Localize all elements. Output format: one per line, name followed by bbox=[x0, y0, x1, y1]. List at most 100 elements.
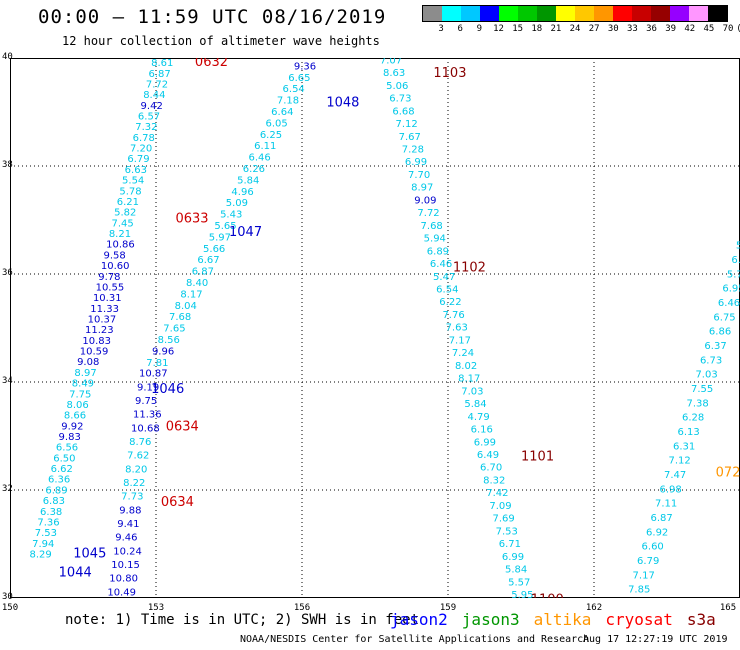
track-a-value: 10.60 bbox=[101, 261, 130, 272]
track-a-value: 9.42 bbox=[141, 101, 163, 112]
legend-swatch bbox=[537, 6, 556, 21]
pass-time-label: 1047 bbox=[229, 225, 262, 240]
track-c-value: 7.65 bbox=[163, 324, 185, 335]
track-d-value: 6.89 bbox=[427, 246, 449, 257]
track-c-value: 7.68 bbox=[169, 312, 191, 323]
footer-credit: NOAA/NESDIS Center for Satellite Applica… bbox=[240, 634, 590, 645]
y-tick-label: 36 bbox=[2, 268, 13, 278]
track-d-value: 5.84 bbox=[505, 565, 527, 576]
legend-swatch bbox=[480, 6, 499, 21]
y-tick-label: 38 bbox=[2, 160, 13, 170]
track-e-value: 7.11 bbox=[655, 499, 677, 510]
pass-time-label: 1103 bbox=[433, 66, 466, 81]
pass-time-label: 1048 bbox=[326, 96, 359, 111]
track-a-value: 7.53 bbox=[35, 528, 57, 539]
track-a-value: 9.08 bbox=[77, 357, 99, 368]
legend-swatch bbox=[442, 6, 461, 21]
legend-swatch bbox=[651, 6, 670, 21]
track-a-value: 10.83 bbox=[82, 336, 111, 347]
page-subtitle: 12 hour collection of altimeter wave hei… bbox=[62, 34, 380, 48]
track-e-value: 6.86 bbox=[709, 327, 731, 338]
track-d-value: 8.17 bbox=[458, 374, 480, 385]
track-a-value: 9.92 bbox=[61, 421, 83, 432]
track-a-value: 10.37 bbox=[88, 314, 117, 325]
track-d-value: 8.97 bbox=[411, 183, 433, 194]
track-d-value: 6.70 bbox=[480, 463, 502, 474]
track-e-value: 6.79 bbox=[637, 556, 659, 567]
y-tick-label: 34 bbox=[2, 376, 13, 386]
track-c-value: 9.96 bbox=[152, 346, 174, 357]
track-e-value: 6.31 bbox=[673, 441, 695, 452]
y-tick-label: 40 bbox=[2, 52, 13, 62]
pass-time-label: 1045 bbox=[73, 547, 106, 562]
track-e-value: 7.55 bbox=[691, 384, 713, 395]
legend-swatch bbox=[632, 6, 651, 21]
track-c-value: 9.36 bbox=[294, 61, 316, 72]
track-a-value: 6.38 bbox=[40, 507, 62, 518]
track-c-value: 5.97 bbox=[209, 232, 231, 243]
track-d-value: 5.06 bbox=[386, 81, 408, 92]
track-d-value: 6.99 bbox=[405, 157, 427, 168]
track-c-value: 6.87 bbox=[192, 267, 214, 278]
track-a-value: 7.72 bbox=[146, 79, 168, 90]
track-a-value: 5.78 bbox=[119, 186, 141, 197]
track-a-value: 7.32 bbox=[135, 122, 157, 133]
track-e-value: 6.39 bbox=[731, 255, 740, 266]
track-a-value: 6.36 bbox=[48, 475, 70, 486]
track-b-value: 10.80 bbox=[109, 574, 138, 585]
track-c-value: 8.17 bbox=[180, 289, 202, 300]
track-c-value: 5.09 bbox=[226, 198, 248, 209]
legend-label: 39 bbox=[665, 24, 677, 34]
track-a-value: 9.78 bbox=[98, 272, 120, 283]
track-c-value: 6.05 bbox=[266, 118, 288, 129]
track-d-value: 4.79 bbox=[467, 412, 489, 423]
page-title: 00:00 – 11:59 UTC 08/16/2019 bbox=[38, 6, 387, 28]
legend-label: 6 bbox=[457, 24, 463, 34]
track-d-value: 7.07 bbox=[380, 58, 402, 66]
track-a-value: 6.62 bbox=[51, 464, 73, 475]
pass-time-label: 1044 bbox=[59, 565, 92, 580]
track-e-value: 6.60 bbox=[642, 542, 664, 553]
track-d-value: 8.32 bbox=[483, 475, 505, 486]
track-a-value: 8.49 bbox=[72, 379, 94, 390]
track-b-value: 10.87 bbox=[139, 369, 168, 380]
legend-label: 15 bbox=[512, 24, 524, 34]
track-c-value: 8.04 bbox=[175, 301, 197, 312]
track-a-value: 8.97 bbox=[74, 368, 96, 379]
track-a-value: 11.33 bbox=[90, 304, 119, 315]
legend-label: 9 bbox=[476, 24, 483, 34]
track-d-value: 7.09 bbox=[489, 501, 511, 512]
track-e-value: 7.38 bbox=[686, 398, 708, 409]
track-c-value: 6.64 bbox=[271, 107, 293, 118]
legend-label: 18 bbox=[531, 24, 543, 34]
legend-swatch bbox=[613, 6, 632, 21]
legend-swatch bbox=[689, 6, 708, 21]
track-a-value: 10.59 bbox=[80, 347, 109, 358]
track-d-value: 6.99 bbox=[502, 552, 524, 563]
track-e-value: 6.87 bbox=[651, 513, 673, 524]
pass-time-label: 1101 bbox=[521, 449, 554, 464]
track-a-value: 5.54 bbox=[122, 176, 144, 187]
track-b-value: 9.41 bbox=[117, 519, 139, 530]
track-d-value: 5.94 bbox=[424, 234, 446, 245]
track-a-value: 7.45 bbox=[111, 218, 133, 229]
track-d-value: 7.63 bbox=[446, 323, 468, 334]
track-a-value: 6.79 bbox=[127, 154, 149, 165]
track-d-value: 7.28 bbox=[402, 145, 424, 156]
legend-label: 36 bbox=[646, 24, 657, 34]
track-e-value: 7.12 bbox=[668, 456, 690, 467]
track-a-value: 8.29 bbox=[29, 550, 51, 561]
plot-frame bbox=[10, 58, 740, 598]
track-d-value: 6.49 bbox=[477, 450, 499, 461]
track-d-value: 5.84 bbox=[464, 399, 486, 410]
track-a-value: 6.21 bbox=[117, 197, 139, 208]
legend-label: 33 bbox=[626, 24, 638, 34]
legend-label: 70 bbox=[722, 24, 734, 34]
pass-time-label: 0634 bbox=[166, 420, 199, 435]
pass-time-label: 1046 bbox=[151, 382, 184, 397]
satellite-name: cryosat bbox=[605, 610, 673, 629]
legend-swatch bbox=[461, 6, 480, 21]
track-d-value: 6.54 bbox=[436, 285, 458, 296]
pass-time-label: 0632 bbox=[195, 58, 228, 70]
